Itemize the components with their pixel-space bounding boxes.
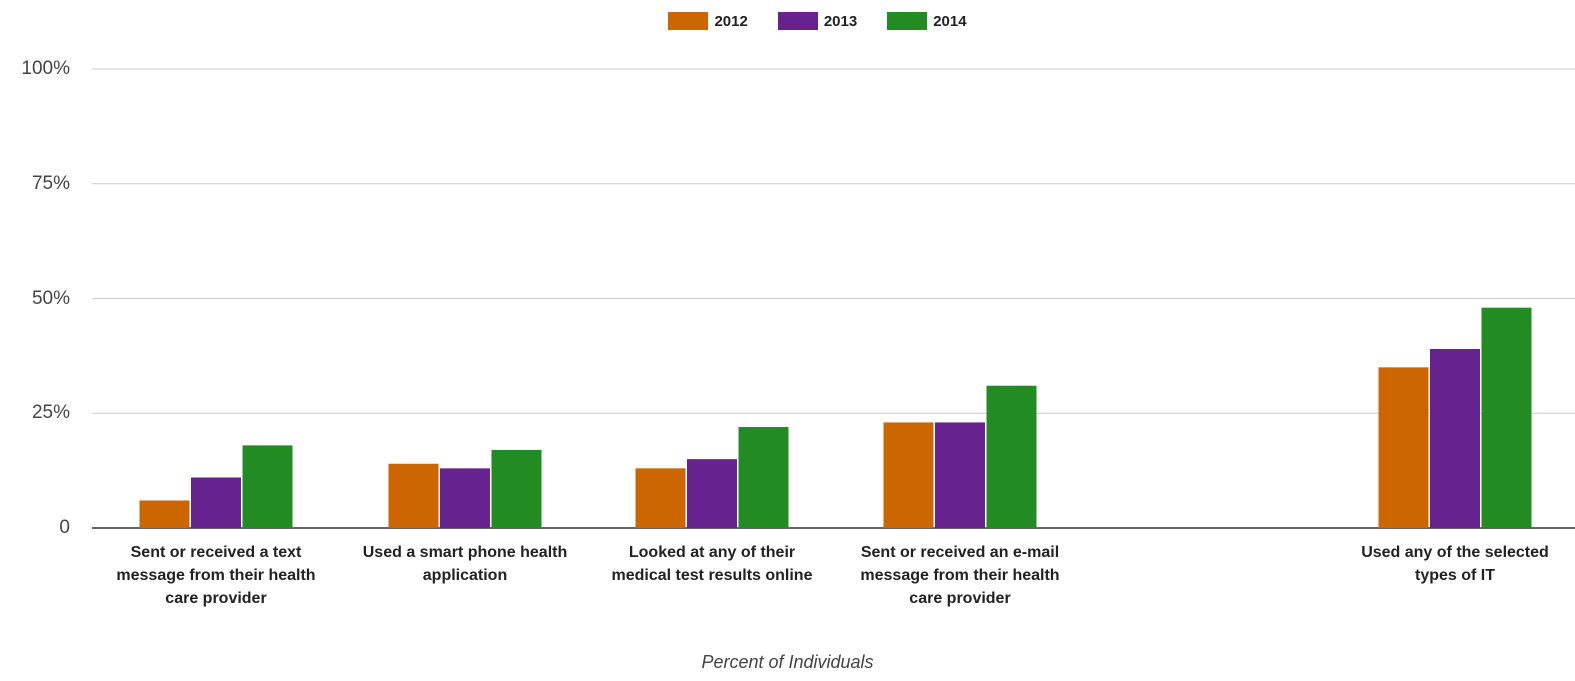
y-tick-label: 25% <box>31 402 70 424</box>
bar-2012-cat-4[interactable] <box>883 422 934 528</box>
legend-label-2013: 2013 <box>823 12 858 30</box>
x-tick-label: Sent or received a text message from the… <box>116 544 316 607</box>
bar-2013-cat-2[interactable] <box>440 468 490 528</box>
legend-label-2014: 2014 <box>933 12 967 30</box>
bar-2014-cat-4[interactable] <box>986 385 1037 528</box>
bar-2012-cat-1[interactable] <box>139 500 190 528</box>
legend-item-2012[interactable]: 2012 <box>668 12 748 30</box>
x-axis-title: Percent of Individuals <box>701 652 874 672</box>
y-tick-label: 100% <box>21 58 70 79</box>
bar-2013-cat-5[interactable] <box>1430 348 1480 528</box>
bar-2013-cat-3[interactable] <box>687 459 737 528</box>
bar-2014-cat-3[interactable] <box>738 427 789 528</box>
x-tick-label: Used a smart phone health application <box>362 544 568 584</box>
legend-label-2012: 2012 <box>714 12 748 30</box>
bar-2013-cat-4[interactable] <box>935 422 985 528</box>
legend: 2012 2013 2014 <box>0 12 1575 30</box>
bar-2014-cat-2[interactable] <box>491 449 542 528</box>
bar-2014-cat-1[interactable] <box>242 445 293 528</box>
bar-2012-cat-5[interactable] <box>1378 367 1429 528</box>
x-tick-label: Used any of the selected types of IT <box>1361 544 1549 584</box>
legend-item-2014[interactable]: 2014 <box>887 12 967 30</box>
legend-swatch-2012 <box>668 12 709 30</box>
x-tick-label: Sent or received an e-mail message from … <box>860 544 1060 607</box>
bar-2012-cat-2[interactable] <box>388 463 439 528</box>
legend-swatch-2013 <box>777 12 818 30</box>
y-tick-label: 75% <box>31 172 70 194</box>
y-tick-label: 50% <box>31 287 70 309</box>
bar-2013-cat-1[interactable] <box>191 477 241 528</box>
legend-item-2013[interactable]: 2013 <box>777 12 858 30</box>
x-tick-label: Looked at any of their medical test resu… <box>611 544 813 584</box>
bar-2014-cat-5[interactable] <box>1481 307 1532 528</box>
bar-2012-cat-3[interactable] <box>635 468 686 528</box>
legend-swatch-2014 <box>887 12 928 30</box>
y-tick-label: 0 <box>59 517 70 538</box>
